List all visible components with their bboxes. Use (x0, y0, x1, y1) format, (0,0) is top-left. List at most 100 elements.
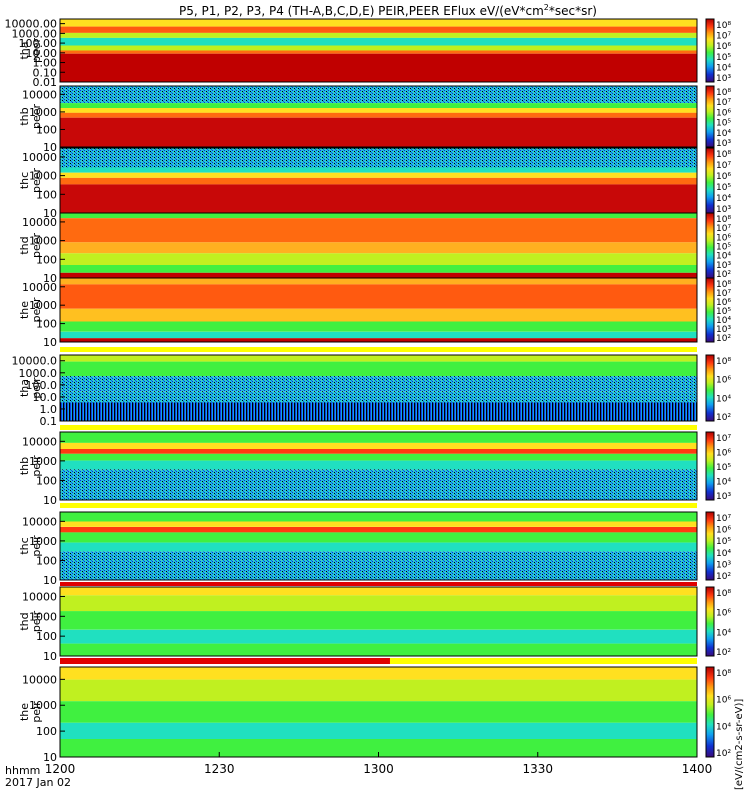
panel-thb-peir: 10000 1000 100 10 thb peir 10⁷ 10⁶ 10⁵ 10⁴ 10³ (18, 431, 731, 507)
panel-thd-peer: 10000 1000 100 10 thd peer 10⁸10⁷10⁶10⁵10⁴10³1… (18, 212, 731, 285)
colorbar-tick-label: 10² (716, 572, 731, 582)
y-tick-label: 1.0 (40, 403, 58, 416)
y-tick-label: 1000.0 (19, 367, 58, 380)
colorbar-tick-label: 10⁴ (716, 722, 731, 732)
colorbar-tick-label: 10⁵ (716, 307, 731, 317)
colorbar-tick-label: 10⁵ (716, 53, 731, 63)
colorbar (705, 212, 715, 279)
colorbar-tick-label: 10⁴ (716, 549, 731, 559)
panel-frame (59, 277, 698, 343)
colorbar-tick-label: 10⁴ (716, 394, 731, 404)
spectrogram-band (60, 453, 697, 461)
colorbar-tick-label: 10³ (716, 205, 731, 215)
spectrogram-band (60, 253, 697, 265)
flag-bar-segment (60, 347, 697, 352)
colorbar-tick-label: 10⁸ (716, 357, 731, 367)
spectrogram-band (60, 331, 697, 339)
colorbar-tick-label: 10² (716, 413, 731, 423)
panel-instrument-label: peer (30, 104, 43, 130)
y-tick-label: 0.01 (33, 76, 58, 89)
spectrogram-band (60, 184, 697, 213)
flag-bar-segment (60, 582, 697, 586)
flag-bar (60, 347, 697, 352)
spectrogram-band (60, 542, 697, 552)
colorbar-tick-label: 10⁸ (716, 21, 731, 31)
panel-instrument-label: peir (30, 610, 43, 632)
panel-probe-label: the (18, 301, 31, 319)
y-tick-label: 10000.0 (12, 355, 58, 368)
spectrogram-band (60, 361, 697, 377)
y-tick-label: 1000.00 (12, 27, 58, 40)
panel-probe-label: thc (18, 172, 31, 189)
time-label: hhmm (5, 764, 40, 777)
colorbar (705, 277, 715, 343)
colorbar-tick-label: 10² (716, 749, 731, 759)
spectrogram-band (60, 512, 697, 522)
panel-probe-label: thd (18, 236, 31, 254)
y-tick-label: 100 (36, 630, 57, 643)
colorbar-tick-label: 10⁵ (716, 537, 731, 547)
colorbar-tick-label: 10⁸ (716, 669, 731, 679)
y-tick-label: 10000 (22, 216, 57, 229)
panel-instrument-label: peir (30, 701, 43, 723)
y-tick-label: 10000 (22, 151, 57, 164)
spectrogram-band (60, 50, 697, 54)
panel-instrument-label: peir (30, 535, 43, 557)
colorbar-tick-label: 10⁴ (716, 63, 731, 73)
spectrogram-band (60, 432, 697, 443)
y-tick-label: 10 (43, 650, 57, 663)
y-tick-label: 1000 (29, 535, 57, 548)
colorbar-tick-label: 10⁶ (716, 449, 731, 459)
colorbar (705, 586, 715, 657)
y-tick-label: 10.0 (33, 391, 58, 404)
y-tick-label: 10 (43, 336, 57, 349)
colorbar-tick-label: 10⁶ (716, 172, 731, 182)
flag-bar (60, 503, 697, 508)
spectrogram-band (60, 460, 697, 470)
date-label: 2017 Jan 02 (5, 776, 71, 789)
y-tick-label: 1000 (29, 106, 57, 119)
spectrogram-band (60, 242, 697, 254)
y-tick-label: 1000 (29, 455, 57, 468)
spectrogram-band (60, 321, 697, 332)
y-tick-label: 100 (36, 318, 57, 331)
colorbar (705, 18, 715, 83)
y-tick-label: 100 (36, 253, 57, 266)
colorbar (705, 354, 715, 422)
colorbar-tick-label: 10⁸ (716, 589, 731, 599)
spectrogram-band (60, 338, 697, 342)
spectrogram-band (60, 117, 697, 147)
spectrogram-band (60, 148, 697, 168)
spectrogram-band (60, 308, 697, 322)
colorbar (705, 431, 715, 501)
colorbar-tick-label: 10⁸ (716, 88, 731, 98)
colorbar-tick-label: 10⁷ (716, 32, 731, 42)
colorbar-tick-label: 10⁶ (716, 233, 731, 243)
colorbar (705, 85, 715, 148)
spectrogram-band (60, 521, 697, 527)
x-tick-label: 1300 (363, 762, 394, 776)
y-tick-label: 1000 (29, 299, 57, 312)
colorbar-tick-label: 10³ (716, 261, 731, 271)
colorbar-tick-label: 10⁶ (716, 609, 731, 619)
y-tick-label: 10 (43, 751, 57, 764)
panel-instrument-label: peir (30, 455, 43, 477)
spectrogram-band (60, 527, 697, 533)
spectrogram-band (60, 611, 697, 630)
flag-bar-segment (60, 425, 697, 430)
spectrogram-band (60, 551, 697, 580)
colorbar-tick-label: 10⁷ (716, 289, 731, 299)
x-tick-label: 1230 (204, 762, 235, 776)
y-tick-label: 10 (43, 141, 57, 154)
y-tick-label: 10000 (22, 281, 57, 294)
spectrogram-band (60, 722, 697, 739)
panel-frame (59, 18, 698, 83)
y-tick-label: 10.00 (26, 47, 58, 60)
colorbar (705, 147, 715, 214)
spectrogram-band (60, 167, 697, 173)
y-tick-label: 100 (36, 123, 57, 136)
